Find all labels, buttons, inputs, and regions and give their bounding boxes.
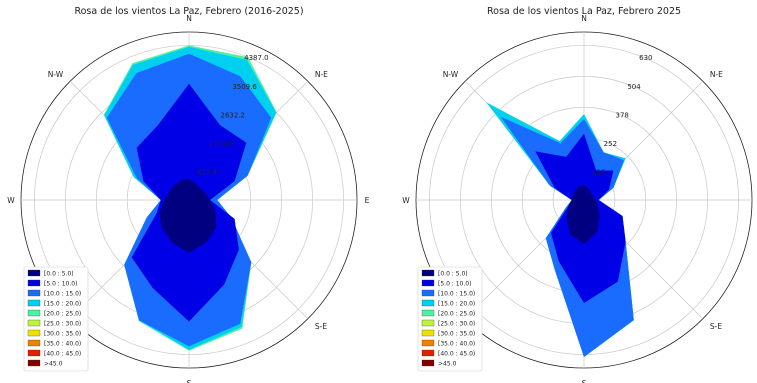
direction-label: S-E — [710, 322, 722, 331]
wind-rose-2: Rosa de los vientos La Paz, Febrero 2025… — [402, 6, 753, 383]
legend-swatch — [421, 329, 435, 337]
legend: [0.0 : 5.0) [5.0 : 10.0) [10.0 : 15.0) [15.… — [23, 266, 89, 372]
legend-swatch — [27, 329, 41, 337]
legend-swatch — [27, 279, 41, 287]
legend-entry: [5.0 : 10.0) — [438, 281, 471, 288]
legend-swatch — [421, 289, 435, 297]
legend-entry: [25.0 : 30.0) — [438, 321, 475, 328]
radial-tick-label: 630 — [639, 54, 652, 62]
legend-swatch — [27, 299, 41, 307]
legend-swatch — [421, 269, 435, 277]
direction-label: W — [402, 196, 410, 205]
legend-swatch — [27, 349, 41, 357]
chart-title: Rosa de los vientos La Paz, Febrero 2025 — [487, 6, 681, 17]
direction-label: N-E — [710, 70, 723, 79]
rose-layer-1 — [566, 185, 600, 245]
radial-tick-label: 2632.2 — [220, 111, 245, 119]
legend-swatch — [421, 339, 435, 347]
legend-entry: [40.0 : 45.0) — [44, 351, 81, 358]
legend-entry: [30.0 : 35.0) — [438, 331, 475, 338]
wind-rose-1: Rosa de los vientos La Paz, Febrero (201… — [7, 6, 369, 383]
legend-entry: [0.0 : 5.0) — [438, 271, 468, 278]
legend-entry: [35.0 : 40.0) — [438, 341, 475, 348]
direction-label: E — [365, 196, 370, 205]
radial-tick-label: 126 — [592, 168, 606, 176]
direction-label: N-W — [48, 70, 64, 79]
legend-swatch — [27, 359, 41, 367]
legend-entry: [15.0 : 20.0) — [438, 301, 475, 308]
legend-swatch — [421, 319, 435, 327]
radial-tick-label: 3509.6 — [232, 83, 257, 91]
legend-swatch — [27, 319, 41, 327]
legend-entry: [10.0 : 15.0) — [438, 291, 475, 298]
radial-tick-label: 4387.0 — [244, 54, 269, 62]
legend-entry: >45.0 — [438, 361, 457, 368]
legend-swatch — [421, 309, 435, 317]
legend-swatch — [421, 279, 435, 287]
direction-label: S-E — [315, 322, 327, 331]
legend-entry: [5.0 : 10.0) — [44, 281, 77, 288]
legend-entry: [0.0 : 5.0) — [44, 271, 74, 278]
radial-tick-label: 378 — [615, 111, 628, 119]
direction-label: S — [187, 379, 192, 383]
legend-entry: [35.0 : 40.0) — [44, 341, 81, 348]
legend-entry: [10.0 : 15.0) — [44, 291, 81, 298]
rose-layer-1 — [159, 178, 217, 253]
legend-entry: >45.0 — [44, 361, 63, 368]
direction-label: N-W — [443, 70, 459, 79]
legend-swatch — [27, 309, 41, 317]
legend-swatch — [27, 269, 41, 277]
chart-title: Rosa de los vientos La Paz, Febrero (201… — [74, 6, 303, 17]
direction-label: N — [186, 14, 192, 23]
legend-swatch — [27, 289, 41, 297]
legend-entry: [20.0 : 25.0) — [438, 311, 475, 318]
legend-entry: [25.0 : 30.0) — [44, 321, 81, 328]
legend-entry: [20.0 : 25.0) — [44, 311, 81, 318]
radial-tick-label: 1754.8 — [209, 140, 234, 148]
direction-label: N-E — [315, 70, 328, 79]
direction-label: S — [582, 379, 587, 383]
legend-entry: [40.0 : 45.0) — [438, 351, 475, 358]
legend-entry: [15.0 : 20.0) — [44, 301, 81, 308]
direction-label: N — [581, 14, 587, 23]
radial-tick-label: 252 — [604, 140, 617, 148]
legend-swatch — [421, 299, 435, 307]
radial-tick-label: 504 — [627, 83, 641, 91]
direction-label: W — [7, 196, 15, 205]
legend: [0.0 : 5.0) [5.0 : 10.0) [10.0 : 15.0) [15.… — [417, 266, 483, 372]
legend-swatch — [421, 349, 435, 357]
legend-swatch — [421, 359, 435, 367]
legend-swatch — [27, 339, 41, 347]
legend-entry: [30.0 : 35.0) — [44, 331, 81, 338]
radial-tick-label: 877.4 — [197, 168, 218, 176]
